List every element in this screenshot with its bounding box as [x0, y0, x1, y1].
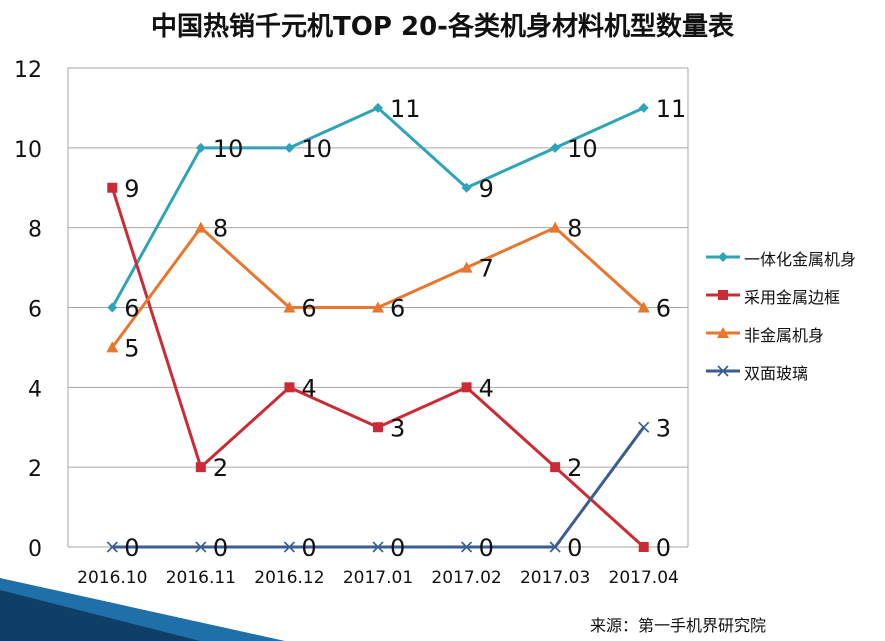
x-tick-label: 2017.02 [431, 568, 501, 588]
legend-item: 双面玻璃 [706, 360, 884, 398]
data-label: 10 [213, 135, 244, 163]
data-label: 6 [390, 295, 405, 323]
x-tick-label: 2016.11 [166, 568, 236, 588]
data-label: 3 [656, 414, 671, 442]
legend-swatch-icon [706, 290, 740, 300]
x-tick-label: 2016.12 [254, 568, 324, 588]
data-label: 6 [301, 295, 316, 323]
data-point [638, 421, 650, 433]
data-label: 8 [213, 215, 228, 243]
data-point [283, 301, 296, 313]
data-point [284, 142, 295, 153]
y-tick-label: 12 [14, 58, 42, 83]
data-label: 9 [124, 175, 139, 203]
legend: 一体化金属机身 采用金属边框 非金属机身双面玻璃 [706, 246, 884, 398]
data-label: 0 [213, 534, 228, 562]
data-point [549, 541, 561, 553]
data-point [107, 182, 118, 193]
x-tick-label: 2017.03 [520, 568, 590, 588]
source-note: 来源：第一手机界研究院 [590, 616, 767, 635]
data-label: 9 [479, 175, 494, 203]
data-point [373, 102, 383, 113]
data-label: 0 [479, 534, 494, 562]
data-point [194, 221, 207, 233]
data-point [106, 341, 119, 353]
series-line [112, 426, 645, 549]
data-label: 0 [301, 534, 316, 562]
data-label: 6 [656, 295, 671, 323]
data-point [106, 541, 118, 553]
data-label: 5 [124, 334, 139, 362]
series-line [111, 226, 645, 349]
y-tick-label: 10 [14, 138, 42, 163]
data-label: 0 [567, 534, 582, 562]
data-label: 8 [567, 215, 582, 243]
legend-label: 采用金属边框 [744, 288, 841, 307]
data-point [372, 541, 384, 553]
y-tick-label: 0 [28, 537, 42, 562]
y-tick-label: 4 [28, 377, 42, 402]
chart-title: 中国热销千元机TOP 20-各类机身材料机型数量表 [151, 12, 734, 42]
data-label: 0 [124, 534, 139, 562]
data-point [284, 382, 295, 393]
data-point [372, 301, 384, 313]
y-tick-label: 2 [28, 457, 42, 482]
data-point [195, 541, 207, 553]
data-point [461, 182, 472, 193]
data-label: 3 [390, 414, 405, 442]
legend-swatch-icon [706, 327, 740, 338]
data-label: 4 [301, 374, 316, 402]
legend-label: 双面玻璃 [744, 364, 809, 383]
data-point [107, 302, 118, 313]
legend-item: 采用金属边框 [706, 284, 884, 322]
data-label: 2 [213, 454, 228, 482]
x-tick-label: 2017.01 [343, 568, 413, 588]
data-label: 11 [656, 95, 687, 123]
y-tick-label: 8 [28, 218, 42, 243]
series-line [110, 106, 645, 309]
data-point [195, 462, 206, 473]
data-point [461, 382, 472, 393]
data-point [373, 422, 383, 433]
data-label: 7 [479, 255, 494, 283]
data-label: 4 [479, 374, 494, 402]
data-label: 10 [301, 135, 332, 163]
legend-swatch-icon [706, 365, 740, 377]
data-point [461, 541, 473, 553]
x-tick-label: 2016.10 [77, 568, 147, 588]
data-label: 0 [390, 534, 405, 562]
legend-item: 非金属机身 [706, 322, 884, 360]
legend-label: 非金属机身 [744, 326, 825, 345]
y-tick-label: 6 [28, 298, 42, 323]
data-point [638, 542, 649, 552]
data-label: 0 [656, 534, 671, 562]
data-point [460, 261, 473, 273]
data-point [283, 541, 295, 553]
data-point [195, 142, 206, 153]
legend-swatch-icon [706, 252, 740, 262]
data-point [550, 142, 561, 153]
data-label: 10 [567, 135, 598, 163]
data-point [637, 301, 650, 313]
data-label: 2 [567, 454, 582, 482]
data-label: 11 [390, 95, 421, 123]
data-label: 6 [124, 295, 139, 323]
data-point [549, 221, 562, 233]
data-point [550, 462, 561, 473]
legend-label: 一体化金属机身 [744, 250, 857, 269]
legend-item: 一体化金属机身 [706, 246, 884, 284]
data-point [638, 102, 649, 113]
x-tick-label: 2017.04 [609, 568, 679, 588]
